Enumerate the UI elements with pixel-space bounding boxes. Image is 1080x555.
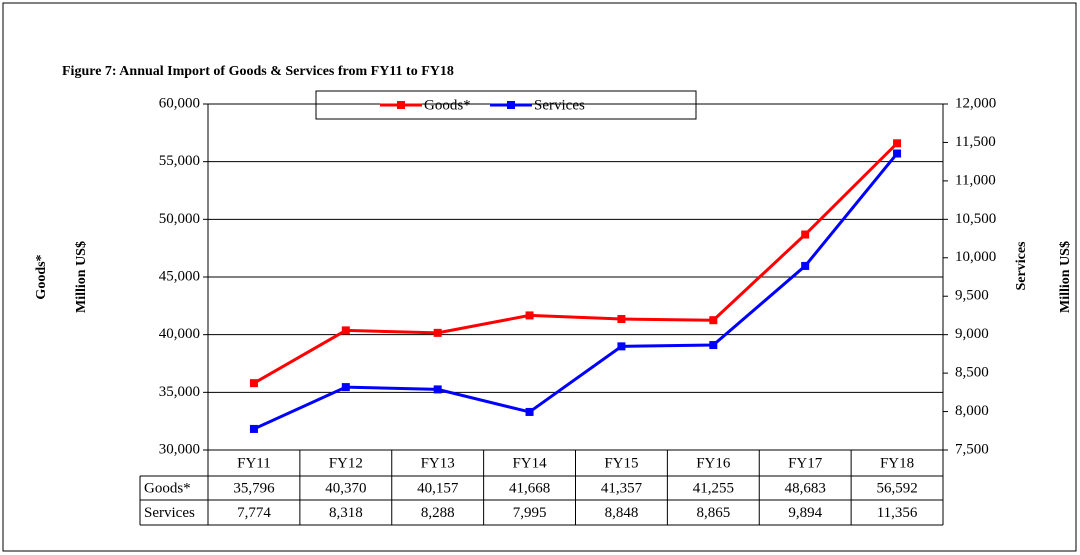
series-marker: [617, 342, 626, 351]
chart-title: Figure 7: Annual Import of Goods & Servi…: [62, 64, 454, 79]
legend-marker: [507, 101, 515, 109]
table-value: 9,894: [788, 505, 822, 521]
x-tick-label: FY16: [696, 455, 731, 471]
series-marker: [433, 328, 442, 337]
y-tick-label: 45,000: [159, 268, 200, 284]
table-value: 40,157: [417, 480, 459, 496]
table-value: 41,668: [509, 480, 550, 496]
table-value: 40,370: [325, 480, 366, 496]
x-tick-label: FY11: [237, 455, 271, 471]
table-row-label: Goods*: [144, 480, 191, 496]
series-marker: [433, 385, 442, 394]
y-tick-label: 50,000: [159, 211, 200, 227]
y-axis-label: Million US$: [74, 241, 89, 313]
x-tick-label: FY15: [604, 455, 638, 471]
table-value: 41,255: [693, 480, 734, 496]
table-value: 8,865: [696, 505, 730, 521]
table-value: 35,796: [233, 480, 275, 496]
y2-tick-label: 10,000: [955, 249, 996, 265]
series-line: [253, 142, 899, 385]
legend-marker: [397, 101, 405, 109]
y2-axis-series-label: Services: [1014, 241, 1029, 291]
y2-tick-label: 9,500: [955, 288, 989, 304]
y-tick-label: 30,000: [159, 441, 200, 457]
series-marker: [341, 326, 350, 335]
x-tick-label: FY14: [512, 455, 547, 471]
series-marker: [801, 261, 810, 270]
table-value: 8,318: [329, 505, 363, 521]
y2-tick-label: 10,500: [955, 211, 996, 227]
x-tick-label: FY13: [421, 455, 455, 471]
legend-label: Services: [534, 97, 585, 113]
table-value: 8,848: [605, 505, 639, 521]
series-marker: [249, 424, 258, 433]
y2-tick-label: 8,500: [955, 365, 989, 381]
x-tick-label: FY12: [329, 455, 363, 471]
series-marker: [525, 311, 534, 320]
series-marker: [617, 315, 626, 324]
y-tick-label: 60,000: [159, 95, 200, 111]
table-value: 7,995: [513, 505, 547, 521]
y2-axis-label: Million US$: [1058, 241, 1073, 313]
table-value: 56,592: [876, 480, 917, 496]
table-value: 7,774: [237, 505, 271, 521]
table-value: 48,683: [785, 480, 826, 496]
y2-tick-label: 9,000: [955, 326, 989, 342]
series-marker: [893, 139, 902, 148]
series-marker: [709, 316, 718, 325]
y2-tick-label: 8,000: [955, 403, 989, 419]
x-tick-label: FY18: [880, 455, 914, 471]
y2-tick-label: 7,500: [955, 441, 989, 457]
y2-tick-label: 11,000: [955, 172, 996, 188]
series-marker: [525, 407, 534, 416]
y-tick-label: 55,000: [159, 153, 200, 169]
legend-label: Goods*: [424, 97, 471, 113]
y2-tick-label: 11,500: [955, 134, 996, 150]
table-row-label: Services: [144, 505, 195, 521]
table-value: 41,357: [601, 480, 643, 496]
table-value: 8,288: [421, 505, 455, 521]
series-marker: [709, 341, 718, 350]
table-value: 11,356: [877, 505, 918, 521]
y2-tick-label: 12,000: [955, 95, 996, 111]
y-axis-series-label: Goods*: [34, 254, 49, 299]
x-tick-label: FY17: [788, 455, 823, 471]
y-tick-label: 35,000: [159, 384, 200, 400]
series-marker: [893, 149, 902, 158]
y-tick-label: 40,000: [159, 326, 200, 342]
series-marker: [801, 230, 810, 239]
series-marker: [341, 383, 350, 392]
series-marker: [249, 379, 258, 388]
series-line: [253, 152, 899, 431]
